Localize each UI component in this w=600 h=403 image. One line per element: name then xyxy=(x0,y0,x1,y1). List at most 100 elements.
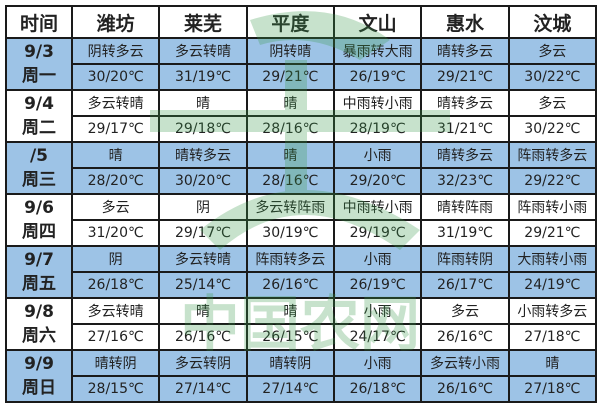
header-city: 惠水 xyxy=(420,5,510,39)
weather-forecast-table: 时间 潍坊 莱芜 平度 文山 惠水 汶城 9/3 周一 阴转多云 多云转晴 阴转晴 暴雨转大雨 晴转多云… xyxy=(5,5,598,403)
temperature-cell: 29/22℃ xyxy=(507,167,598,195)
table-row-temperature: 26/18℃ 25/14℃ 26/16℃ 26/19℃ 26/17℃ 24/19℃ xyxy=(6,271,598,299)
table-row-weather: 9/6 周四 多云阴多云转阵雨 中雨转小雨 晴转阵雨 阵雨转小雨 xyxy=(5,193,598,247)
date: 9/7 xyxy=(24,250,54,270)
weather-cell: 阵雨转小雨 xyxy=(507,193,598,221)
temperature-cell: 26/17℃ xyxy=(420,271,510,299)
date: 9/8 xyxy=(24,302,54,322)
temperature-cell: 26/16℃ xyxy=(245,271,335,299)
weather-cell: 阵雨转多云 xyxy=(245,245,335,273)
date-cell: 9/9 周日 xyxy=(5,349,73,403)
date: /5 xyxy=(29,146,49,166)
temperature-cell: 28/16℃ xyxy=(245,167,335,195)
temperature-cell: 31/19℃ xyxy=(158,63,248,91)
date: 9/9 xyxy=(24,354,54,374)
weather-cell: 晴 xyxy=(507,349,598,377)
temperature-cell: 26/19℃ xyxy=(332,271,423,299)
table-row-weather: 9/4 周二 多云转晴晴晴中雨转小雨 晴转多云 多云 xyxy=(5,89,598,143)
weather-cell: 小雨转多云 xyxy=(507,297,598,325)
temperature-cell: 27/14℃ xyxy=(158,375,248,403)
table-row-temperature: 30/20℃ 31/19℃ 29/21℃ 26/19℃ 29/21℃ 30/22℃ xyxy=(6,63,598,91)
weather-cell: 小雨 xyxy=(332,297,423,325)
date: 9/3 xyxy=(24,42,54,62)
weather-cell: 多云转晴 xyxy=(70,297,161,325)
weekday: 周六 xyxy=(22,326,56,346)
temperature-cell: 30/20℃ xyxy=(70,63,161,91)
date-cell: 9/6 周四 xyxy=(5,193,73,247)
weather-cell: 多云转晴 xyxy=(158,37,248,65)
weather-cell: 阴 xyxy=(158,193,248,221)
weekday: 周二 xyxy=(22,118,56,138)
temperature-cell: 29/21℃ xyxy=(507,219,598,247)
weather-cell: 多云 xyxy=(420,297,510,325)
table-row-weather: 9/8 周六 多云转晴晴晴小雨 多云 小雨转多云 xyxy=(5,297,598,351)
date: 9/4 xyxy=(24,94,54,114)
weather-cell: 晴转阴 xyxy=(245,349,335,377)
weather-cell: 阵雨转多云 xyxy=(507,141,598,169)
temperature-cell: 31/20℃ xyxy=(70,219,161,247)
table-row-weather: 9/3 周一 阴转多云 多云转晴 阴转晴 暴雨转大雨 晴转多云 多云 xyxy=(5,37,598,91)
temperature-cell: 29/17℃ xyxy=(70,115,161,143)
date-cell: 9/4 周二 xyxy=(5,89,73,143)
temperature-cell: 26/16℃ xyxy=(158,323,248,351)
temperature-cell: 27/18℃ xyxy=(507,375,598,403)
temperature-cell: 29/20℃ xyxy=(332,167,423,195)
weekday: 周五 xyxy=(22,274,56,294)
weather-cell: 晴 xyxy=(245,89,335,117)
date: 9/6 xyxy=(24,198,54,218)
temperature-cell: 25/14℃ xyxy=(158,271,248,299)
table-row-weather: 9/9 周日 晴转阴 多云转阴 晴转阴 小雨 多云转小雨晴 xyxy=(5,349,598,403)
table-row-temperature: 31/20℃ 29/17℃ 30/19℃ 29/19℃ 31/19℃ 29/21℃ xyxy=(6,219,598,247)
weather-cell: 多云转小雨 xyxy=(420,349,510,377)
weather-cell: 阴转晴 xyxy=(245,37,335,65)
header-time: 时间 xyxy=(5,5,73,39)
weather-cell: 小雨 xyxy=(332,349,423,377)
weekday: 周三 xyxy=(22,170,56,190)
temperature-cell: 28/16℃ xyxy=(245,115,335,143)
header-row: 时间 潍坊 莱芜 平度 文山 惠水 汶城 xyxy=(5,5,598,39)
header-city: 文山 xyxy=(332,5,423,39)
temperature-cell: 26/16℃ xyxy=(420,323,510,351)
weather-cell: 晴 xyxy=(245,297,335,325)
temperature-cell: 31/19℃ xyxy=(420,219,510,247)
weather-cell: 晴转阴 xyxy=(70,349,161,377)
temperature-cell: 26/15℃ xyxy=(245,323,335,351)
temperature-cell: 30/19℃ xyxy=(245,219,335,247)
weather-cell: 晴 xyxy=(158,297,248,325)
weather-cell: 晴转多云 xyxy=(158,141,248,169)
date-cell: 9/7 周五 xyxy=(5,245,73,299)
temperature-cell: 32/23℃ xyxy=(420,167,510,195)
weather-cell: 晴 xyxy=(158,89,248,117)
weather-cell: 多云转阴 xyxy=(158,349,248,377)
temperature-cell: 30/22℃ xyxy=(507,115,598,143)
date-cell: 9/8 周六 xyxy=(5,297,73,351)
header-city: 汶城 xyxy=(507,5,598,39)
temperature-cell: 24/17℃ xyxy=(332,323,423,351)
weather-cell: 多云 xyxy=(507,89,598,117)
temperature-cell: 27/14℃ xyxy=(245,375,335,403)
weather-cell: 多云 xyxy=(70,193,161,221)
weather-cell: 阴转多云 xyxy=(70,37,161,65)
weather-cell: 晴转多云 xyxy=(420,141,510,169)
weather-cell: 阵雨转阴 xyxy=(420,245,510,273)
weekday: 周四 xyxy=(22,222,56,242)
weather-cell: 小雨 xyxy=(332,141,423,169)
weather-cell: 小雨 xyxy=(332,245,423,273)
table-row-temperature: 28/20℃ 30/20℃ 28/16℃ 29/20℃ 32/23℃ 29/22℃ xyxy=(6,167,598,195)
temperature-cell: 29/19℃ xyxy=(332,219,423,247)
weather-cell: 晴转多云 xyxy=(420,37,510,65)
temperature-cell: 27/16℃ xyxy=(70,323,161,351)
temperature-cell: 24/19℃ xyxy=(507,271,598,299)
temperature-cell: 29/21℃ xyxy=(245,63,335,91)
weather-cell: 晴 xyxy=(245,141,335,169)
weather-cell: 暴雨转大雨 xyxy=(332,37,423,65)
temperature-cell: 26/18℃ xyxy=(70,271,161,299)
weather-cell: 中雨转小雨 xyxy=(332,193,423,221)
temperature-cell: 28/19℃ xyxy=(332,115,423,143)
weather-cell: 多云转阵雨 xyxy=(245,193,335,221)
weather-cell: 阴 xyxy=(70,245,161,273)
temperature-cell: 26/19℃ xyxy=(332,63,423,91)
weather-cell: 大雨转小雨 xyxy=(507,245,598,273)
weather-cell: 多云转晴 xyxy=(158,245,248,273)
temperature-cell: 30/20℃ xyxy=(158,167,248,195)
